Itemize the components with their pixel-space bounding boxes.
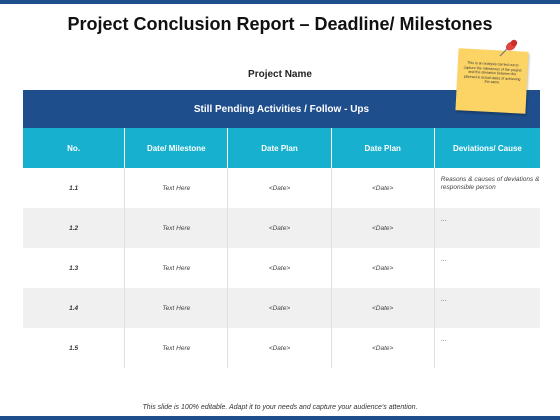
cell-deviation: … [440,256,448,263]
push-pin-icon [499,39,518,57]
table-header-row: No. Date/ Milestone Date Plan Date Plan … [23,128,540,168]
cell-date-plan-1: <Date> [228,248,332,288]
page-title: Project Conclusion Report – Deadline/ Mi… [67,14,493,34]
cell-date-plan-2: <Date> [332,328,435,368]
cell-deviation: … [440,296,448,303]
cell-deviation: Reasons & causes of deviations & respons… [440,176,540,191]
top-accent-bar [0,0,560,4]
cell-date-plan-1: <Date> [228,168,332,208]
cell-milestone: Text Here [125,288,229,328]
table-row: 1.3 Text Here <Date> <Date> … [23,248,540,288]
cell-date-plan-1: <Date> [228,208,332,248]
table-row: 1.2 Text Here <Date> <Date> … [23,208,540,248]
table-row: 1.4 Text Here <Date> <Date> … [23,288,540,328]
header-milestone: Date/ Milestone [125,128,229,168]
cell-date-plan-1: <Date> [228,288,332,328]
header-date-plan-1: Date Plan [228,128,332,168]
cell-date-plan-2: <Date> [332,168,435,208]
project-name-label: Project Name [248,69,312,80]
cell-milestone: Text Here [125,208,229,248]
cell-no: 1.3 [23,248,126,288]
cell-milestone: Text Here [125,248,229,288]
cell-milestone: Text Here [125,328,229,368]
footer-note: This slide is 100% editable. Adapt it to… [142,404,418,411]
cell-date-plan-2: <Date> [332,288,435,328]
sticky-note-text: This is an analysis carried out to captu… [463,60,522,85]
cell-no: 1.2 [23,208,126,248]
cell-date-plan-2: <Date> [332,208,435,248]
cell-no: 1.5 [23,328,126,368]
header-no: No. [23,128,126,168]
bottom-accent-bar [0,416,560,420]
header-deviations: Deviations/ Cause [452,143,522,153]
cell-milestone: Text Here [125,168,229,208]
cell-deviation: … [440,336,448,343]
cell-deviation: … [440,216,448,223]
header-date-plan-2: Date Plan [332,128,435,168]
milestones-table: Still Pending Activities / Follow - Ups … [23,90,540,368]
table-row: 1.5 Text Here <Date> <Date> … [23,328,540,368]
table-row: 1.1 Text Here <Date> <Date> Reasons & ca… [23,168,540,208]
cell-date-plan-1: <Date> [228,328,332,368]
pending-banner: Still Pending Activities / Follow - Ups [23,90,540,128]
cell-no: 1.1 [23,168,126,208]
cell-no: 1.4 [23,288,126,328]
cell-date-plan-2: <Date> [332,248,435,288]
